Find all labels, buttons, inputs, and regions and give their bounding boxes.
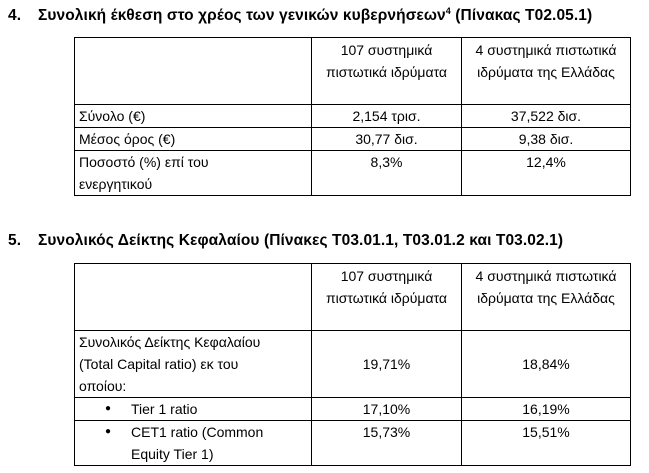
- bullet-row-label: ● CET1 ratio (Common Equity Tier 1): [74, 420, 312, 466]
- row-label: Ποσοστό (%) επί του ενεργητικού: [74, 150, 312, 196]
- row-label: Tier 1 ratio: [131, 401, 198, 417]
- section-4-heading: 4. Συνολική έκθεση στο χρέος των γενικών …: [8, 6, 592, 25]
- bullet-icon: ●: [105, 426, 112, 437]
- column-header-4-greek-institutions: 4 συστημικά πιστωτικά ιδρύματα της Ελλάδ…: [461, 37, 631, 105]
- section-4-number: 4.: [8, 7, 22, 24]
- cell-value: 30,77 δισ.: [311, 127, 462, 151]
- table-row: Μέσος όρος (€) 30,77 δισ. 9,38 δισ.: [74, 127, 631, 151]
- cell-value: 2,154 τρισ.: [311, 104, 462, 128]
- section-5-title: Συνολικός Δείκτης Κεφαλαίου (Πίνακες Τ03…: [38, 232, 564, 249]
- table-row: Σύνολο (€) 2,154 τρισ. 37,522 δισ.: [74, 104, 631, 128]
- table-row: Συνολικός Δείκτης Κεφαλαίου (Total Capit…: [74, 330, 631, 398]
- row-label: Μέσος όρος (€): [74, 127, 312, 151]
- total-capital-ratio-table: 107 συστημικά πιστωτικά ιδρύματα 4 συστη…: [74, 263, 631, 466]
- column-header-107-institutions: 107 συστημικά πιστωτικά ιδρύματα: [311, 37, 462, 105]
- government-debt-exposure-table: 107 συστημικά πιστωτικά ιδρύματα 4 συστη…: [74, 37, 631, 196]
- table-row: ● Tier 1 ratio 17,10% 16,19%: [74, 397, 631, 421]
- section-5-number: 5.: [8, 232, 22, 249]
- cell-value: 16,19%: [461, 397, 631, 421]
- section-5-heading: 5. Συνολικός Δείκτης Κεφαλαίου (Πίνακες Τ…: [8, 232, 563, 250]
- table-header-row: 107 συστημικά πιστωτικά ιδρύματα 4 συστη…: [74, 263, 631, 331]
- column-header-107-institutions: 107 συστημικά πιστωτικά ιδρύματα: [311, 263, 462, 331]
- cell-value: 12,4%: [461, 150, 631, 196]
- cell-value: 8,3%: [311, 150, 462, 196]
- table-row: ● CET1 ratio (Common Equity Tier 1) 15,7…: [74, 420, 631, 466]
- row-label: CET1 ratio (Common Equity Tier 1): [131, 424, 264, 462]
- bullet-row-label: ● Tier 1 ratio: [74, 397, 312, 421]
- row-label: Σύνολο (€): [74, 104, 312, 128]
- section-4-table-ref: (Πίνακας Τ02.05.1): [450, 7, 593, 24]
- cell-value: 9,38 δισ.: [461, 127, 631, 151]
- bullet-icon: ●: [105, 403, 112, 414]
- column-header-4-greek-institutions: 4 συστημικά πιστωτικά ιδρύματα της Ελλάδ…: [461, 263, 631, 331]
- cell-value: 15,73%: [311, 420, 462, 466]
- section-4-title: Συνολική έκθεση στο χρέος των γενικών κυ…: [38, 7, 446, 24]
- cell-value: 17,10%: [311, 397, 462, 421]
- empty-header-cell: [74, 37, 312, 105]
- empty-header-cell: [74, 263, 312, 331]
- table-row: Ποσοστό (%) επί του ενεργητικού 8,3% 12,…: [74, 150, 631, 196]
- cell-value: 15,51%: [461, 420, 631, 466]
- cell-value: 18,84%: [461, 330, 631, 398]
- table-header-row: 107 συστημικά πιστωτικά ιδρύματα 4 συστη…: [74, 37, 631, 105]
- footnote-marker: 4: [445, 6, 451, 16]
- row-label: Συνολικός Δείκτης Κεφαλαίου (Total Capit…: [74, 330, 312, 398]
- cell-value: 19,71%: [311, 330, 462, 398]
- cell-value: 37,522 δισ.: [461, 104, 631, 128]
